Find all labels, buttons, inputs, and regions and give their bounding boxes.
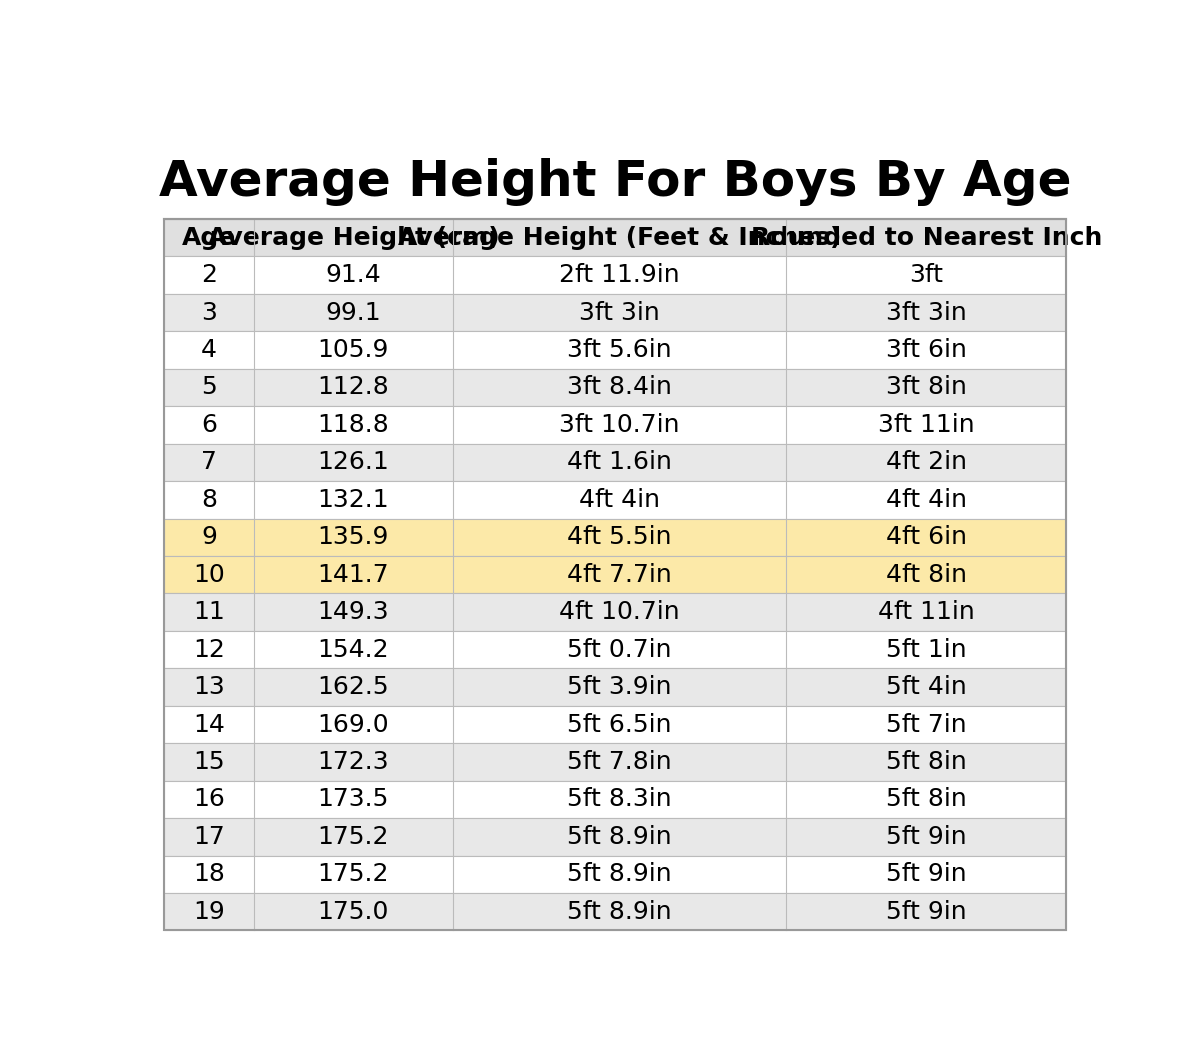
Text: 4ft 5.5in: 4ft 5.5in [568, 525, 672, 549]
Text: 7: 7 [202, 450, 217, 475]
Text: 4ft 7.7in: 4ft 7.7in [568, 563, 672, 587]
Text: 17: 17 [193, 825, 224, 848]
Text: 3ft 3in: 3ft 3in [580, 300, 660, 324]
Text: 5ft 7.8in: 5ft 7.8in [568, 750, 672, 774]
Text: 5ft 3.9in: 5ft 3.9in [568, 675, 672, 699]
Bar [164, 519, 1066, 557]
Text: 15: 15 [193, 750, 224, 774]
Text: 16: 16 [193, 788, 224, 812]
Bar [164, 332, 1066, 369]
Bar [164, 219, 1066, 256]
Bar [164, 818, 1066, 856]
Text: 14: 14 [193, 713, 224, 736]
Text: 4ft 6in: 4ft 6in [886, 525, 967, 549]
Text: 3: 3 [202, 300, 217, 324]
Text: 5ft 7in: 5ft 7in [886, 713, 966, 736]
Text: 5ft 1in: 5ft 1in [886, 637, 966, 662]
Bar [164, 444, 1066, 481]
Text: 6: 6 [202, 413, 217, 437]
Text: 132.1: 132.1 [318, 488, 389, 511]
Text: 9: 9 [202, 525, 217, 549]
Text: 11: 11 [193, 601, 224, 624]
Bar [164, 406, 1066, 444]
Text: 162.5: 162.5 [318, 675, 389, 699]
Text: 135.9: 135.9 [318, 525, 389, 549]
Bar [164, 780, 1066, 818]
Text: Rounded to Nearest Inch: Rounded to Nearest Inch [750, 226, 1102, 250]
Text: 5ft 9in: 5ft 9in [886, 900, 966, 924]
Text: 99.1: 99.1 [325, 300, 382, 324]
Text: Average Height (Feet & Inches): Average Height (Feet & Inches) [398, 226, 841, 250]
Bar [164, 593, 1066, 631]
Text: 175.2: 175.2 [318, 825, 389, 848]
Text: 91.4: 91.4 [325, 264, 382, 287]
Text: 4ft 1.6in: 4ft 1.6in [568, 450, 672, 475]
Text: 3ft 10.7in: 3ft 10.7in [559, 413, 679, 437]
Text: 13: 13 [193, 675, 224, 699]
Text: 3ft 8.4in: 3ft 8.4in [568, 376, 672, 399]
Text: 3ft 11in: 3ft 11in [878, 413, 974, 437]
Text: Age: Age [182, 226, 236, 250]
Bar [164, 669, 1066, 706]
Text: 5ft 8.3in: 5ft 8.3in [568, 788, 672, 812]
Text: 4ft 10.7in: 4ft 10.7in [559, 601, 680, 624]
Text: 10: 10 [193, 563, 224, 587]
Text: 12: 12 [193, 637, 224, 662]
Bar [164, 256, 1066, 294]
Text: Average Height (cm): Average Height (cm) [208, 226, 499, 250]
Text: 5ft 6.5in: 5ft 6.5in [568, 713, 672, 736]
Bar [164, 369, 1066, 406]
Bar [164, 481, 1066, 519]
Bar [164, 631, 1066, 669]
Text: 141.7: 141.7 [318, 563, 389, 587]
Text: 3ft: 3ft [910, 264, 943, 287]
Text: 175.0: 175.0 [318, 900, 389, 924]
Text: 173.5: 173.5 [318, 788, 389, 812]
Text: 149.3: 149.3 [318, 601, 389, 624]
Bar [164, 556, 1066, 593]
Text: 5: 5 [202, 376, 217, 399]
Bar [164, 743, 1066, 780]
Text: 118.8: 118.8 [318, 413, 389, 437]
Text: 2ft 11.9in: 2ft 11.9in [559, 264, 680, 287]
Bar [164, 856, 1066, 892]
Text: Average Height For Boys By Age: Average Height For Boys By Age [158, 159, 1072, 207]
Text: 19: 19 [193, 900, 224, 924]
Text: 5ft 8.9in: 5ft 8.9in [568, 825, 672, 848]
Text: 4ft 2in: 4ft 2in [886, 450, 967, 475]
Text: 18: 18 [193, 862, 224, 886]
Text: 5ft 9in: 5ft 9in [886, 862, 966, 886]
Text: 105.9: 105.9 [318, 338, 389, 362]
Text: 3ft 8in: 3ft 8in [886, 376, 967, 399]
Bar [164, 706, 1066, 743]
Bar [164, 294, 1066, 332]
Text: 3ft 6in: 3ft 6in [886, 338, 967, 362]
Text: 154.2: 154.2 [318, 637, 389, 662]
Text: 2: 2 [202, 264, 217, 287]
Text: 5ft 4in: 5ft 4in [886, 675, 966, 699]
Text: 5ft 8in: 5ft 8in [886, 750, 966, 774]
Text: 126.1: 126.1 [318, 450, 389, 475]
Text: 8: 8 [202, 488, 217, 511]
Text: 4ft 8in: 4ft 8in [886, 563, 967, 587]
Text: 5ft 9in: 5ft 9in [886, 825, 966, 848]
Text: 172.3: 172.3 [318, 750, 389, 774]
Text: 4ft 4in: 4ft 4in [886, 488, 967, 511]
Text: 5ft 8in: 5ft 8in [886, 788, 966, 812]
Text: 4ft 11in: 4ft 11in [878, 601, 974, 624]
Text: 169.0: 169.0 [318, 713, 389, 736]
Text: 5ft 0.7in: 5ft 0.7in [568, 637, 672, 662]
Bar [164, 892, 1066, 930]
Text: 5ft 8.9in: 5ft 8.9in [568, 900, 672, 924]
Text: 3ft 3in: 3ft 3in [886, 300, 966, 324]
Text: 112.8: 112.8 [318, 376, 389, 399]
Text: 5ft 8.9in: 5ft 8.9in [568, 862, 672, 886]
Text: 4: 4 [202, 338, 217, 362]
Text: 4ft 4in: 4ft 4in [580, 488, 660, 511]
Text: 3ft 5.6in: 3ft 5.6in [568, 338, 672, 362]
Text: 175.2: 175.2 [318, 862, 389, 886]
